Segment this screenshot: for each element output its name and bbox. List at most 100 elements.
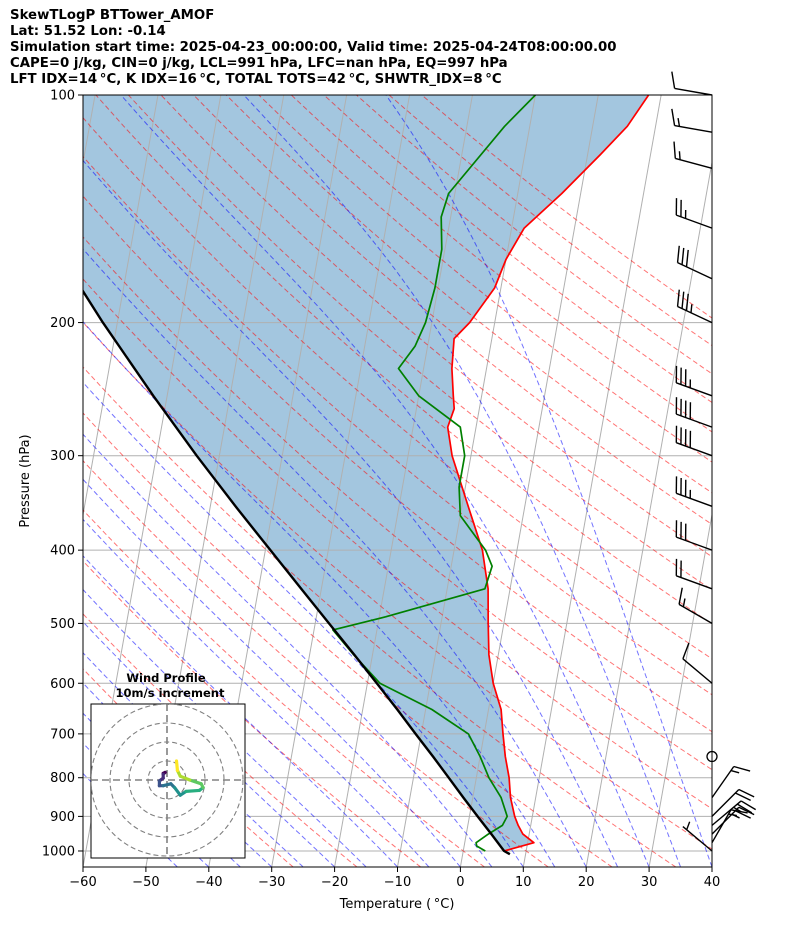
- wind-barb: [671, 71, 713, 96]
- wind-barb: [675, 198, 713, 229]
- x-axis-label: Temperature ( °C): [339, 897, 455, 912]
- mixing-ratio-line: [648, 511, 712, 867]
- x-tick-label: −10: [384, 875, 411, 890]
- moist-adiabat: [83, 433, 493, 867]
- barb-feather: [677, 117, 681, 127]
- y-tick-label: 400: [50, 544, 75, 559]
- barb-staff: [676, 492, 713, 507]
- x-tick-label: 0: [456, 875, 464, 890]
- title-line-times: Simulation start time: 2025-04-23_00:00:…: [10, 40, 617, 55]
- barb-feather: [731, 813, 740, 819]
- hodograph-plot: [90, 703, 246, 859]
- barb-staff: [711, 766, 735, 799]
- y-axis-label: Pressure (hPa): [18, 434, 33, 527]
- moist-adiabats: [83, 95, 712, 867]
- barb-staff: [711, 789, 740, 817]
- barb-feather: [733, 806, 742, 813]
- barb-staff: [676, 214, 713, 229]
- barb-feather: [740, 800, 757, 811]
- y-tick-label: 600: [50, 677, 75, 692]
- moist-adiabat: [83, 320, 556, 867]
- hodograph-trace-segment: [174, 759, 180, 773]
- dry-adiabat: [83, 155, 712, 696]
- barb-feather: [678, 587, 683, 605]
- x-tick-label: 10: [515, 875, 532, 890]
- dry-adiabat: [258, 95, 712, 463]
- moist-adiabat: [83, 159, 619, 867]
- wind-barb: [676, 245, 713, 280]
- wind-barb: [676, 289, 713, 324]
- barb-feather: [735, 810, 751, 819]
- wind-barb: [675, 425, 713, 457]
- barb-feather: [676, 289, 680, 307]
- barb-feather: [733, 765, 751, 772]
- moist-adiabat: [83, 518, 430, 867]
- barb-feather: [678, 151, 681, 160]
- mixing-ratio-line: [83, 95, 159, 518]
- hodograph-title: Wind Profile: [126, 671, 206, 685]
- barb-feather: [682, 598, 686, 608]
- hodograph-subtitle: 10m/s increment: [116, 686, 225, 700]
- dry-adiabat: [83, 412, 613, 867]
- barb-feather: [673, 141, 676, 159]
- barb-feather: [730, 769, 740, 774]
- barb-staff: [676, 382, 713, 397]
- title-line-cape: CAPE=0 j/kg, CIN=0 j/kg, LCL=991 hPa, LF…: [10, 56, 508, 71]
- x-axis: −60 −50 −40 −30 −20 −10 0 10 20 30 40: [69, 867, 720, 890]
- wind-barb: [682, 642, 713, 684]
- wind-barb: [671, 108, 713, 133]
- x-tick-label: −60: [69, 875, 96, 890]
- hodograph-trace-segment: [184, 788, 201, 794]
- wind-barb: [675, 397, 713, 428]
- cape-cin-shading: [83, 95, 649, 855]
- y-tick-label: 100: [50, 89, 75, 104]
- x-tick-label: 40: [704, 875, 721, 890]
- wind-barb: [711, 765, 751, 799]
- hodograph-trace-segment: [188, 778, 203, 786]
- hodograph-frame: [90, 703, 246, 859]
- barb-staff: [676, 413, 713, 428]
- barb-staff: [674, 124, 713, 133]
- wind-barb: [675, 520, 713, 551]
- wind-barb: [675, 476, 713, 507]
- wind-barb: [678, 587, 713, 625]
- title-line-indices: LFT IDX=14 °C, K IDX=16 °C, TOTAL TOTS=4…: [10, 72, 502, 87]
- barb-feather: [671, 71, 676, 89]
- moist-adiabat: [120, 95, 650, 867]
- wind-barb: [711, 806, 755, 835]
- barb-feather: [735, 792, 751, 801]
- barb-staff: [682, 826, 713, 852]
- dry-adiabat: [83, 509, 485, 867]
- barb-staff: [676, 442, 713, 457]
- x-tick-label: −40: [195, 875, 222, 890]
- wind-barbs: [671, 71, 757, 852]
- barb-staff: [711, 809, 732, 844]
- y-tick-label: 1000: [42, 844, 75, 859]
- barb-staff: [682, 658, 713, 684]
- x-tick-label: 30: [641, 875, 658, 890]
- y-tick-label: 300: [50, 449, 75, 464]
- barb-feather: [736, 803, 753, 814]
- mixing-ratio-line: [271, 95, 411, 867]
- temperature-line: [446, 95, 650, 852]
- barb-feather: [690, 304, 693, 313]
- mixing-ratio-line: [334, 95, 473, 867]
- hodograph-trace-segment: [178, 774, 192, 782]
- barb-feather: [685, 249, 689, 267]
- wind-barb: [711, 788, 755, 817]
- x-tick-label: −20: [321, 875, 348, 890]
- mixing-ratio-line: [522, 95, 662, 867]
- y-tick-label: 700: [50, 727, 75, 742]
- y-axis: 1000 900 800 700 600 500 400 300 200 100: [42, 89, 83, 859]
- x-tick-label: 20: [578, 875, 595, 890]
- wind-barb: [673, 141, 713, 169]
- cape-cin-area-layer: [83, 95, 649, 855]
- wind-barb: [675, 558, 713, 590]
- barb-feather: [685, 293, 689, 311]
- barb-staff: [674, 87, 713, 96]
- dry-adiabat: [83, 366, 677, 867]
- barb-staff: [677, 305, 713, 324]
- dry-adiabat: [83, 278, 712, 810]
